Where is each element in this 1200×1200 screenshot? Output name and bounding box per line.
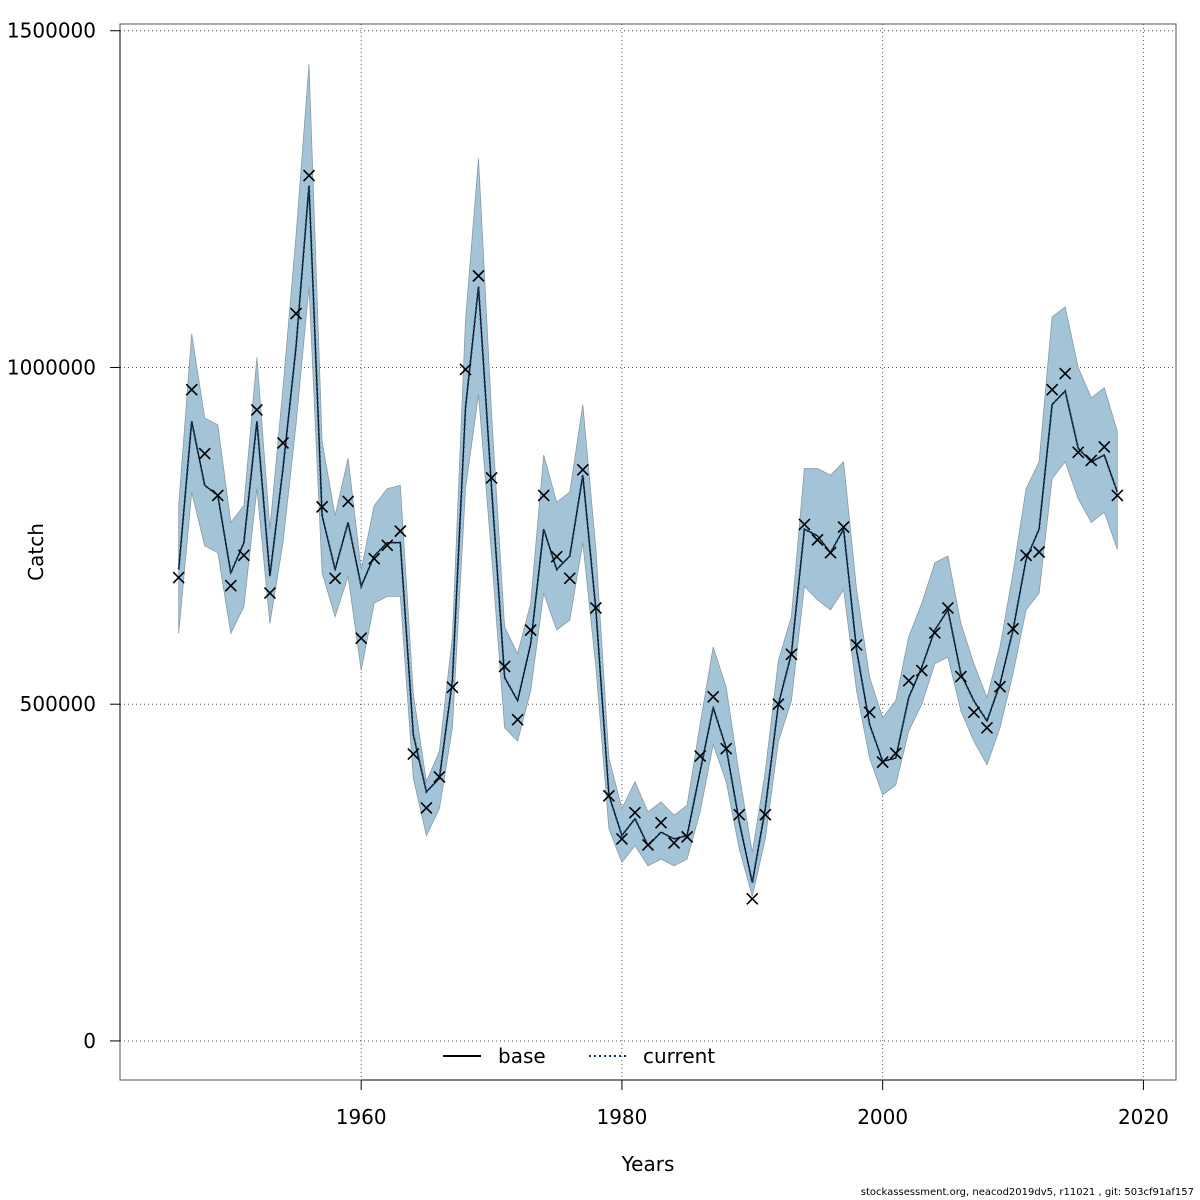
- legend-base-label: base: [498, 1044, 546, 1068]
- data-point-1980: [615, 832, 628, 845]
- data-point-1970: [485, 471, 498, 484]
- data-point-1956: [302, 169, 316, 182]
- data-point-1964: [407, 747, 420, 761]
- data-point-1987: [707, 690, 720, 703]
- data-point-1957: [316, 500, 329, 513]
- x-axis: 1960 1980 2000 2020: [336, 1079, 1169, 1129]
- data-point-1955: [289, 307, 303, 320]
- catch-points: [172, 169, 1124, 905]
- data-point-1974: [537, 489, 550, 502]
- data-point-1975: [550, 550, 563, 563]
- x-axis-title: Years: [621, 1152, 675, 1176]
- legend: base current: [443, 1044, 715, 1068]
- x-tick-label: 2020: [1118, 1105, 1169, 1129]
- data-point-1985: [681, 830, 694, 843]
- data-point-2013: [1046, 383, 1059, 396]
- data-point-1979: [602, 789, 615, 802]
- y-tick-label: 1500000: [7, 19, 96, 43]
- data-point-1998: [850, 638, 863, 652]
- data-point-1959: [342, 495, 355, 508]
- y-axis-title: Catch: [24, 523, 48, 581]
- data-point-1966: [433, 770, 446, 784]
- data-point-1947: [185, 383, 198, 396]
- data-point-2005: [941, 601, 954, 614]
- data-point-2000: [876, 756, 889, 769]
- footer-note: stockassessment.org, neacod2019dv5, r110…: [860, 1187, 1194, 1198]
- data-point-2008: [980, 721, 994, 734]
- data-point-1976: [563, 572, 576, 585]
- gridlines: [120, 24, 1176, 1080]
- data-point-2018: [1111, 489, 1124, 502]
- y-tick-label: 500000: [20, 692, 96, 716]
- data-point-2003: [915, 664, 928, 677]
- data-point-1983: [654, 816, 668, 829]
- y-axis: 0 500000 1000000 1500000: [7, 19, 121, 1053]
- data-point-1958: [329, 572, 342, 585]
- data-point-2012: [1033, 545, 1046, 559]
- data-point-1984: [668, 836, 681, 850]
- data-point-1968: [459, 363, 472, 376]
- data-point-1952: [250, 403, 263, 416]
- data-point-1990: [746, 892, 759, 905]
- data-point-2009: [993, 680, 1007, 693]
- data-point-1992: [772, 698, 785, 711]
- data-point-1982: [641, 838, 655, 852]
- data-point-1995: [811, 533, 824, 546]
- data-point-1954: [276, 436, 290, 449]
- data-point-1986: [694, 749, 707, 763]
- data-point-2017: [1098, 440, 1111, 454]
- data-point-1991: [759, 808, 772, 821]
- data-point-2002: [902, 674, 915, 687]
- data-point-1993: [785, 648, 798, 661]
- confidence-band: [178, 64, 1118, 897]
- data-point-1997: [837, 521, 850, 534]
- data-point-1989: [733, 808, 746, 821]
- legend-current-label: current: [643, 1044, 715, 1068]
- data-point-1999: [863, 706, 876, 719]
- x-tick-label: 2000: [857, 1105, 908, 1129]
- y-tick-label: 0: [83, 1029, 96, 1053]
- data-point-2010: [1006, 622, 1020, 635]
- data-point-1962: [381, 539, 394, 552]
- data-point-1953: [263, 587, 276, 600]
- data-point-2011: [1020, 549, 1033, 562]
- data-point-1965: [420, 801, 433, 814]
- data-point-1996: [824, 546, 837, 559]
- x-tick-label: 1960: [336, 1105, 387, 1129]
- data-point-1969: [472, 269, 485, 282]
- data-point-2007: [967, 706, 980, 719]
- data-point-2006: [954, 670, 967, 683]
- data-point-1981: [628, 806, 642, 819]
- data-point-2004: [928, 626, 941, 639]
- data-point-1973: [524, 624, 537, 637]
- x-tick-label: 1980: [596, 1105, 647, 1129]
- data-point-2016: [1085, 454, 1098, 467]
- data-point-1949: [211, 489, 224, 502]
- data-point-1961: [368, 552, 381, 565]
- data-point-2014: [1059, 367, 1072, 380]
- data-point-1971: [498, 660, 511, 673]
- data-point-1988: [720, 742, 733, 755]
- data-point-1978: [589, 601, 602, 614]
- data-point-1963: [394, 525, 407, 538]
- data-point-2001: [889, 747, 902, 760]
- data-point-2015: [1072, 446, 1085, 459]
- data-point-1972: [511, 713, 524, 726]
- data-point-1977: [576, 463, 589, 476]
- data-point-1946: [172, 571, 185, 584]
- data-point-1960: [355, 632, 368, 645]
- data-point-1967: [446, 681, 459, 694]
- data-point-1948: [198, 447, 211, 460]
- data-point-1950: [224, 579, 237, 592]
- data-point-1994: [798, 518, 811, 531]
- y-tick-label: 1000000: [7, 355, 96, 379]
- data-point-1951: [237, 549, 250, 562]
